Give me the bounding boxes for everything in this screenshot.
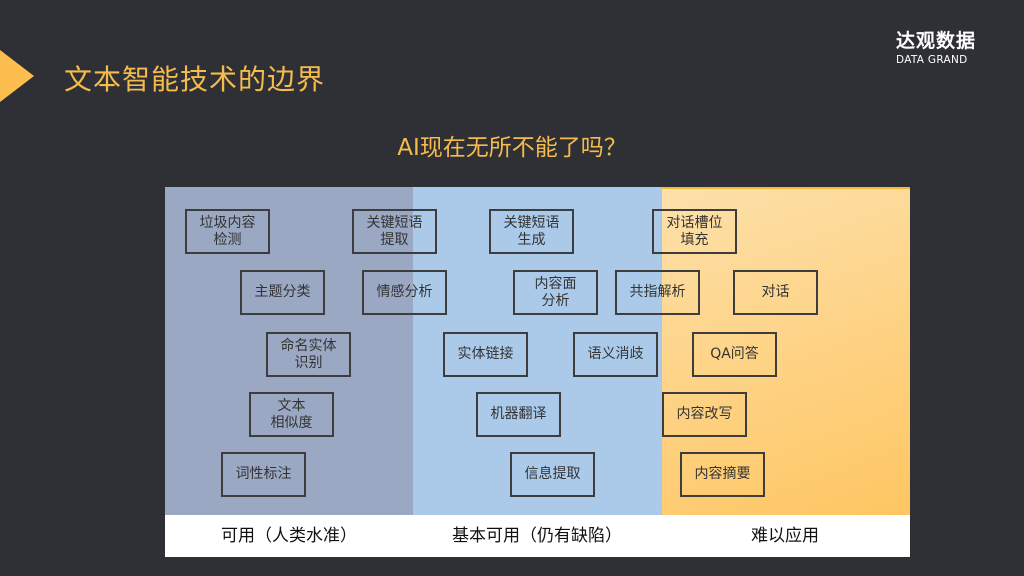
section-marker-icon	[0, 50, 34, 102]
logo-cn: 达观数据	[896, 30, 977, 52]
column-label: 可用（人类水准）	[221, 526, 357, 546]
task-box: 实体链接	[443, 332, 528, 377]
task-box: 主题分类	[240, 270, 325, 315]
capability-chart: 可用（人类水准） 基本可用（仍有缺陷） 难以应用 垃圾内容 检测 关键短语 提取 关…	[165, 187, 910, 557]
task-box: 对话槽位 填充	[652, 209, 737, 254]
logo-en: DATA GRAND	[896, 54, 968, 66]
column-hard-to-apply	[661, 187, 910, 515]
task-box: QA问答	[692, 332, 777, 377]
task-box: 对话	[733, 270, 818, 315]
slide-title: 文本智能技术的边界	[64, 63, 326, 96]
task-box: 机器翻译	[476, 392, 561, 437]
task-box: 内容摘要	[680, 452, 765, 497]
logo: 达观数据 DATA GRAND	[896, 26, 976, 66]
task-box: 关键短语 生成	[489, 209, 574, 254]
task-box: 关键短语 提取	[352, 209, 437, 254]
task-box: 信息提取	[510, 452, 595, 497]
task-box: 文本 相似度	[249, 392, 334, 437]
slide-subtitle: AI现在无所不能了吗？	[397, 135, 627, 161]
task-box: 情感分析	[362, 270, 447, 315]
task-box: 共指解析	[615, 270, 700, 315]
column-usable	[165, 187, 413, 515]
task-box: 内容改写	[662, 392, 747, 437]
task-box: 词性标注	[221, 452, 306, 497]
column-label: 基本可用（仍有缺陷）	[452, 526, 622, 546]
task-box: 语义消歧	[573, 332, 658, 377]
column-label: 难以应用	[751, 526, 819, 546]
task-box: 内容面 分析	[513, 270, 598, 315]
task-box: 垃圾内容 检测	[185, 209, 270, 254]
column-basically-usable	[413, 187, 661, 515]
task-box: 命名实体 识别	[266, 332, 351, 377]
